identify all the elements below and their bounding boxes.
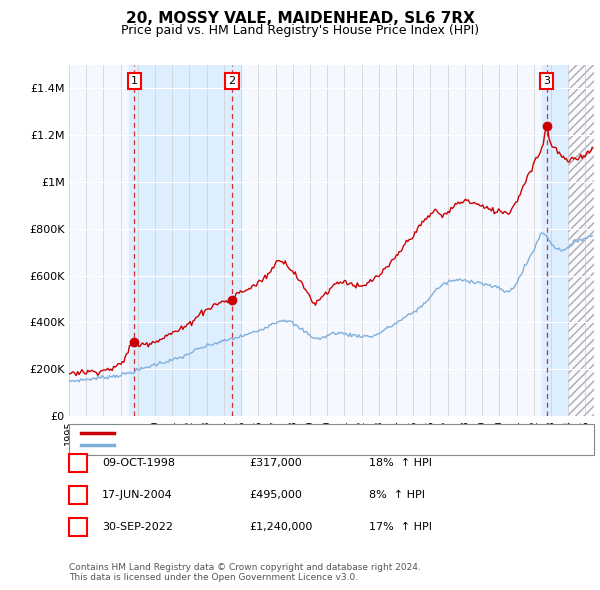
- Text: 20, MOSSY VALE, MAIDENHEAD, SL6 7RX: 20, MOSSY VALE, MAIDENHEAD, SL6 7RX: [125, 11, 475, 25]
- Text: 17%  ↑ HPI: 17% ↑ HPI: [369, 522, 432, 532]
- Text: 09-OCT-1998: 09-OCT-1998: [102, 458, 175, 468]
- Text: Contains HM Land Registry data © Crown copyright and database right 2024.
This d: Contains HM Land Registry data © Crown c…: [69, 563, 421, 582]
- Text: Price paid vs. HM Land Registry's House Price Index (HPI): Price paid vs. HM Land Registry's House …: [121, 24, 479, 37]
- Bar: [542, 65, 568, 416]
- Text: 30-SEP-2022: 30-SEP-2022: [102, 522, 173, 532]
- Text: 20, MOSSY VALE, MAIDENHEAD, SL6 7RX (detached house): 20, MOSSY VALE, MAIDENHEAD, SL6 7RX (det…: [120, 428, 427, 438]
- Bar: [129, 65, 241, 416]
- Bar: [568, 65, 594, 416]
- Text: 3: 3: [543, 76, 550, 86]
- Text: £1,240,000: £1,240,000: [249, 522, 313, 532]
- Text: £495,000: £495,000: [249, 490, 302, 500]
- Bar: [568, 65, 594, 416]
- Text: 2: 2: [74, 490, 82, 500]
- Text: 8%  ↑ HPI: 8% ↑ HPI: [369, 490, 425, 500]
- Text: HPI: Average price, detached house, Windsor and Maidenhead: HPI: Average price, detached house, Wind…: [120, 440, 445, 450]
- Text: 18%  ↑ HPI: 18% ↑ HPI: [369, 458, 432, 468]
- Text: 3: 3: [74, 522, 82, 532]
- Text: 1: 1: [131, 76, 138, 86]
- Text: 17-JUN-2004: 17-JUN-2004: [102, 490, 173, 500]
- Text: 2: 2: [228, 76, 235, 86]
- Text: 1: 1: [74, 458, 82, 468]
- Text: £317,000: £317,000: [249, 458, 302, 468]
